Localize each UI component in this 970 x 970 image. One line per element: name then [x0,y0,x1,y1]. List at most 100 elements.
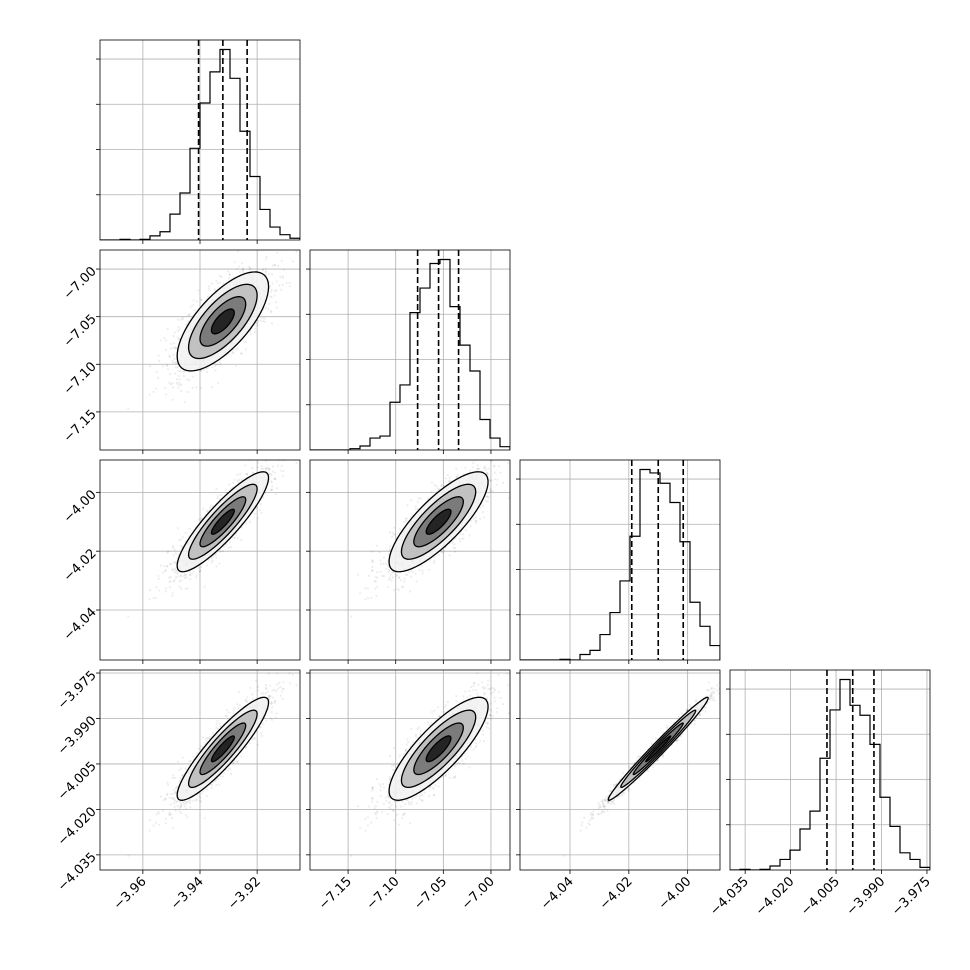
scatter-point [475,519,478,522]
scatter-point [391,570,394,573]
scatter-point [224,488,227,491]
scatter-point [472,461,475,464]
scatter-point [378,551,381,554]
scatter-point [199,369,202,373]
scatter-point [264,258,267,261]
scatter-point [274,263,277,266]
scatter-point [259,319,262,322]
scatter-point [200,517,203,520]
scatter-point [421,572,424,575]
scatter-point [174,347,178,350]
scatter-point [236,537,239,540]
y-tick-label: −4.04 [61,605,100,644]
scatter-point [219,493,222,496]
scatter-point [215,556,218,559]
scatter-point [173,580,176,583]
scatter-point [419,497,422,500]
scatter-point [472,517,475,520]
scatter-point [176,318,180,321]
scatter-point [239,270,242,273]
y-tick-label: −7.05 [61,312,100,351]
y-tick-label: −7.15 [61,407,100,446]
scatter-point [166,368,170,371]
scatter-point [376,576,379,579]
scatter-point [127,615,130,618]
scatter-point [274,478,277,481]
scatter-point [199,565,202,568]
scatter-point [477,467,480,470]
scatter-point [281,275,284,278]
scatter-point [482,516,486,519]
scatter-point [264,271,267,274]
scatter-point [210,557,214,560]
scatter-point [193,309,196,312]
scatter-point [164,570,167,573]
scatter-point [179,318,182,321]
scatter-point [208,506,211,509]
scatter-point [182,375,186,378]
scatter-point [197,566,200,569]
scatter-point [180,574,183,577]
scatter-point [206,366,209,370]
scatter-point [507,496,510,499]
scatter-point [241,268,244,271]
scatter-point [437,487,440,490]
scatter-point [188,527,191,530]
scatter-point [267,468,271,472]
scatter-point [171,545,174,548]
scatter-point [173,548,176,551]
scatter-point [288,285,292,288]
scatter-point [387,564,390,567]
scatter-point [176,366,179,369]
scatter-point [271,488,274,491]
scatter-point [433,483,436,486]
scatter-point [168,355,171,359]
scatter-point [180,383,183,386]
scatter-point [271,485,274,488]
scatter-point [282,276,285,279]
scatter-point [410,499,413,502]
scatter-point [385,567,388,570]
scatter-point [166,565,169,568]
scatter-point [271,282,274,285]
scatter-point [262,496,265,499]
scatter-point [173,342,176,345]
scatter-point [282,268,285,271]
scatter-point [181,318,184,321]
scatter-point [379,562,382,566]
scatter-point [388,545,392,548]
scatter-point [220,275,223,278]
scatter-point [249,267,252,270]
scatter-point [232,536,235,539]
scatter-point [251,467,254,470]
scatter-point [221,549,224,553]
scatter-point [171,594,174,597]
scatter-point [228,274,231,277]
scatter-point [209,504,212,507]
scatter-point [263,317,266,320]
y-tick-label: −7.00 [61,264,100,303]
scatter-point [263,320,266,323]
scatter-point [148,598,151,601]
scatter-point [238,478,241,481]
scatter-point [366,597,370,600]
scatter-point [218,274,221,278]
scatter-point [261,317,264,320]
scatter-point [231,351,234,354]
scatter-point [433,559,436,562]
scatter-point [271,322,274,325]
scatter-point [188,379,191,382]
scatter-point [215,363,218,366]
scatter-point [236,479,239,482]
scatter-point [222,282,225,285]
scatter-point [269,488,272,491]
scatter-point [127,407,130,410]
scatter-point [295,250,298,253]
scatter-point [275,487,278,490]
scatter-point [172,546,175,549]
scatter-point [268,472,271,475]
scatter-point [165,393,168,396]
scatter-point [155,371,158,374]
scatter-point [169,580,172,583]
scatter-point [371,560,374,563]
